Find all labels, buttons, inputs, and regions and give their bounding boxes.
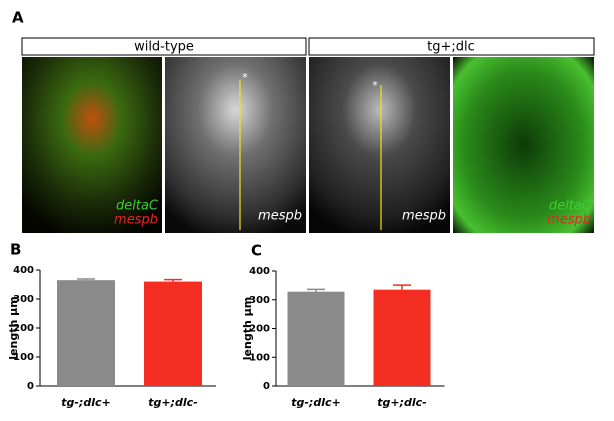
panel-label: C (251, 242, 262, 260)
y-tick-label: 200 (249, 324, 270, 335)
image (22, 57, 162, 233)
bar (287, 291, 345, 386)
image-label: mespb (402, 209, 446, 224)
y-tick-label: 100 (13, 352, 34, 363)
y-tick-label: 300 (249, 295, 270, 306)
image (309, 57, 450, 233)
image (165, 57, 306, 233)
error-bar (164, 278, 182, 282)
image-label: mespb (258, 209, 302, 224)
panel-label: B (10, 241, 21, 259)
error-bar (307, 288, 325, 292)
x-tick-label: tg+;dlc- (148, 396, 197, 409)
x-tick-label: tg-;dlc+ (61, 396, 110, 409)
star: * (242, 71, 248, 84)
panel-label: A (12, 9, 24, 27)
y-tick-label: 400 (249, 266, 270, 277)
image (453, 57, 594, 233)
x-tick-label: tg+;dlc- (377, 396, 426, 409)
y-tick-label: 200 (13, 323, 34, 334)
header-box (21, 37, 307, 56)
y-tick-label: 300 (13, 294, 34, 305)
header: tg+;dlc (427, 40, 475, 55)
image-label: mespb (547, 213, 591, 228)
header: wild-type (134, 40, 194, 55)
y-tick-label: 400 (13, 265, 34, 276)
bar (373, 289, 431, 386)
error-bar (393, 284, 411, 290)
image-label: deltaC (116, 199, 159, 214)
y-axis-label: length µm (241, 297, 254, 360)
bar (57, 280, 115, 386)
y-axis-label: length µm (7, 296, 20, 359)
bar (144, 281, 202, 386)
error-bar (77, 278, 95, 281)
y-tick-label: 100 (249, 352, 270, 363)
image-label: deltaC (549, 199, 592, 214)
x-tick-label: tg-;dlc+ (291, 396, 340, 409)
header-box (308, 37, 595, 56)
image-label: mespb (114, 213, 158, 228)
star: * (372, 79, 378, 92)
y-tick-label: 0 (263, 381, 270, 392)
y-tick-label: 0 (27, 381, 34, 392)
